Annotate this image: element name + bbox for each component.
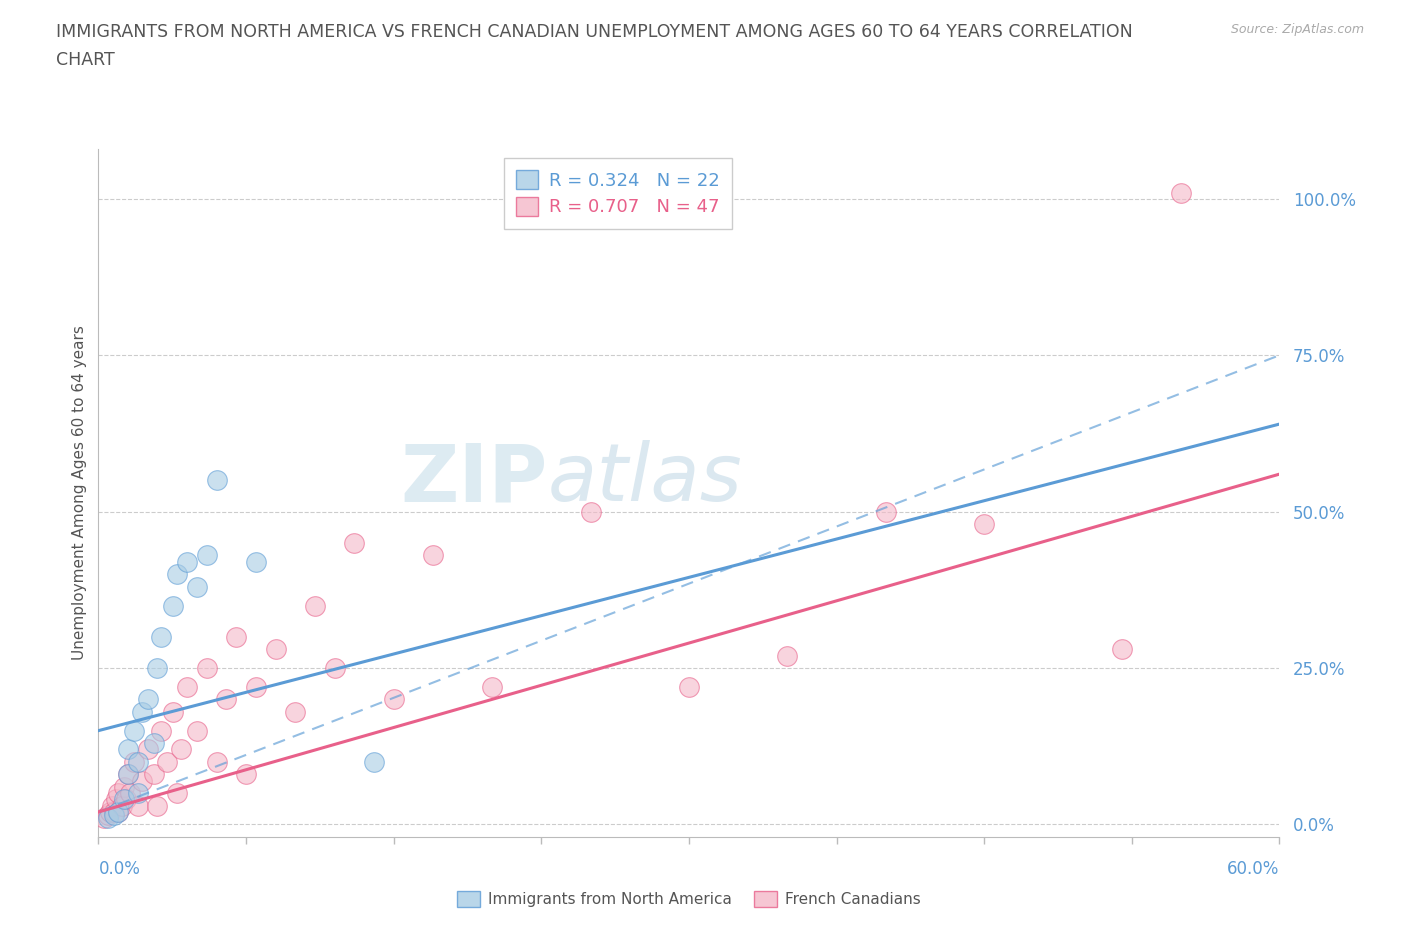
Point	[112, 779, 135, 794]
Point	[245, 554, 267, 569]
Text: 0.0%: 0.0%	[98, 860, 141, 878]
Text: Source: ZipAtlas.com: Source: ZipAtlas.com	[1230, 23, 1364, 36]
Point	[127, 798, 149, 813]
Point	[166, 566, 188, 581]
Point	[98, 804, 121, 819]
Point	[343, 536, 366, 551]
Point	[107, 804, 129, 819]
Point	[176, 680, 198, 695]
Point	[127, 754, 149, 769]
Point	[150, 630, 173, 644]
Point	[875, 504, 897, 519]
Point	[105, 792, 128, 807]
Point	[215, 692, 238, 707]
Point	[117, 767, 139, 782]
Point	[131, 704, 153, 719]
Point	[117, 742, 139, 757]
Point	[284, 704, 307, 719]
Point	[103, 804, 125, 819]
Point	[107, 804, 129, 819]
Point	[112, 792, 135, 807]
Legend: R = 0.324   N = 22, R = 0.707   N = 47: R = 0.324 N = 22, R = 0.707 N = 47	[503, 158, 733, 229]
Point	[142, 767, 165, 782]
Point	[973, 517, 995, 532]
Point	[146, 660, 169, 675]
Text: ZIP: ZIP	[399, 440, 547, 518]
Point	[323, 660, 346, 675]
Point	[111, 798, 134, 813]
Point	[776, 648, 799, 663]
Point	[176, 554, 198, 569]
Point	[579, 504, 602, 519]
Point	[304, 598, 326, 613]
Point	[166, 786, 188, 801]
Point	[142, 736, 165, 751]
Point	[162, 704, 184, 719]
Point	[186, 724, 208, 738]
Point	[150, 724, 173, 738]
Text: IMMIGRANTS FROM NORTH AMERICA VS FRENCH CANADIAN UNEMPLOYMENT AMONG AGES 60 TO 6: IMMIGRANTS FROM NORTH AMERICA VS FRENCH …	[56, 23, 1133, 41]
Point	[117, 767, 139, 782]
Point	[382, 692, 405, 707]
Text: atlas: atlas	[547, 440, 742, 518]
Point	[235, 767, 257, 782]
Point	[93, 811, 115, 826]
Point	[162, 598, 184, 613]
Point	[122, 724, 145, 738]
Point	[156, 754, 179, 769]
Point	[103, 807, 125, 822]
Point	[122, 754, 145, 769]
Point	[245, 680, 267, 695]
Point	[131, 773, 153, 788]
Legend: Immigrants from North America, French Canadians: Immigrants from North America, French Ca…	[451, 884, 927, 913]
Point	[1170, 185, 1192, 200]
Point	[363, 754, 385, 769]
Point	[481, 680, 503, 695]
Point	[195, 660, 218, 675]
Point	[1111, 642, 1133, 657]
Point	[97, 811, 120, 826]
Point	[97, 807, 120, 822]
Point	[170, 742, 193, 757]
Point	[195, 548, 218, 563]
Point	[205, 754, 228, 769]
Point	[127, 786, 149, 801]
Point	[146, 798, 169, 813]
Y-axis label: Unemployment Among Ages 60 to 64 years: Unemployment Among Ages 60 to 64 years	[72, 326, 87, 660]
Text: 60.0%: 60.0%	[1227, 860, 1279, 878]
Text: CHART: CHART	[56, 51, 115, 69]
Point	[136, 692, 159, 707]
Point	[186, 579, 208, 594]
Point	[101, 798, 124, 813]
Point	[136, 742, 159, 757]
Point	[205, 473, 228, 488]
Point	[678, 680, 700, 695]
Point	[225, 630, 247, 644]
Point	[264, 642, 287, 657]
Point	[422, 548, 444, 563]
Point	[115, 792, 138, 807]
Point	[118, 786, 141, 801]
Point	[107, 786, 129, 801]
